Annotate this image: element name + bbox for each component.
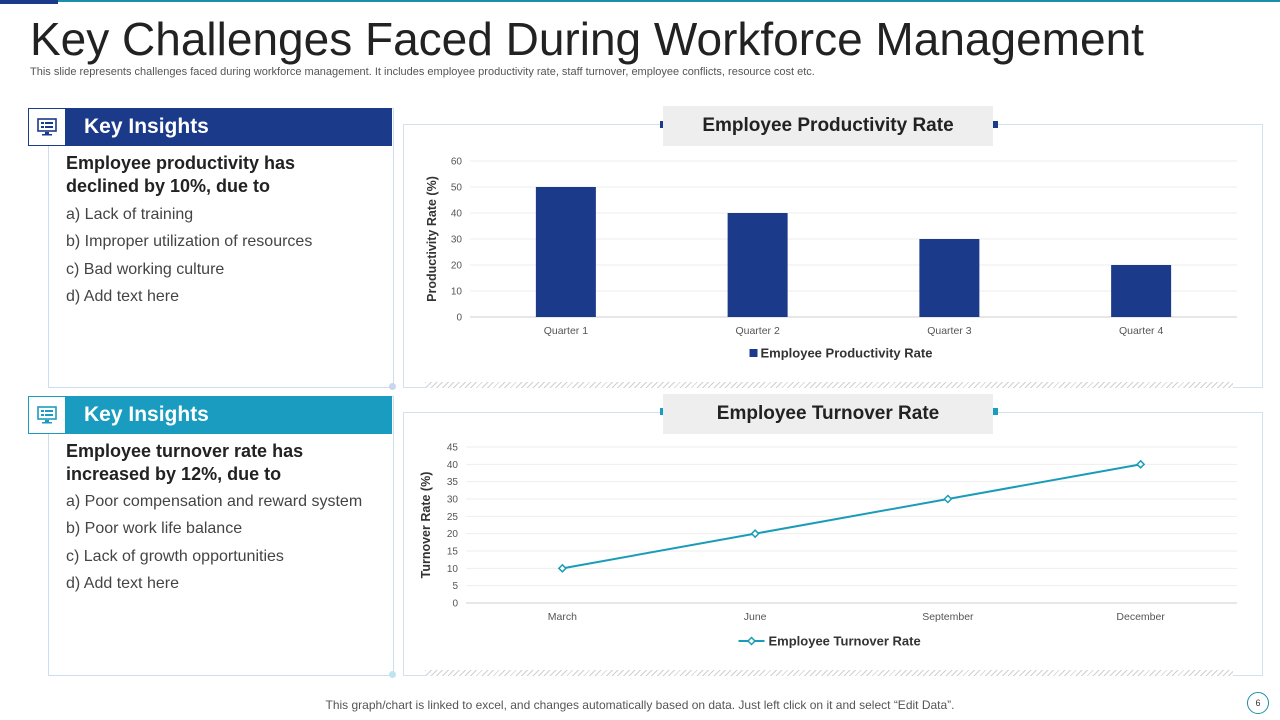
y-tick-label: 0: [456, 313, 462, 324]
y-tick-label: 0: [452, 599, 458, 610]
bar: [727, 213, 788, 317]
series-line: [562, 463, 1141, 570]
slide-subtitle: This slide represents challenges faced d…: [30, 66, 815, 78]
y-tick-label: 10: [447, 564, 459, 575]
x-tick-label: March: [548, 611, 577, 623]
y-tick-label: 30: [447, 495, 459, 506]
y-axis-label: Productivity Rate (%): [425, 176, 439, 302]
insight-heading-1: Employee productivity has declined by 10…: [66, 152, 295, 198]
x-tick-label: September: [922, 611, 974, 623]
list-item: c) Bad working culture: [66, 260, 225, 278]
connector-dot: [389, 671, 396, 678]
legend-marker: [749, 349, 758, 357]
legend-marker-point: [746, 636, 757, 646]
legend-label: Employee Turnover Rate: [769, 634, 921, 649]
legend-label: Employee Productivity Rate: [761, 346, 933, 361]
y-tick-label: 60: [451, 157, 463, 168]
y-tick-label: 20: [451, 261, 463, 272]
slide-title: Key Challenges Faced During Workforce Ma…: [30, 13, 1144, 65]
x-tick-label: June: [744, 611, 767, 623]
title-marker: [991, 408, 998, 415]
insight-header-label: Key Insights: [84, 115, 209, 138]
top-rule: [0, 0, 1280, 2]
list-item: b) Improper utilization of resources: [66, 233, 313, 251]
insight-header-2: Key Insights: [28, 396, 392, 434]
insight-icon-box-2: [28, 396, 66, 434]
list-item: b) Poor work life balance: [66, 520, 243, 538]
chart-shadow: [425, 382, 1233, 388]
insight-heading-2: Employee turnover rate has increased by …: [66, 440, 303, 486]
y-tick-label: 35: [447, 477, 459, 488]
y-tick-label: 40: [447, 460, 459, 471]
insight-header-label: Key Insights: [84, 403, 209, 426]
x-tick-label: Quarter 4: [1119, 325, 1164, 337]
data-point: [1136, 459, 1146, 469]
list-item: a) Lack of training: [66, 206, 194, 223]
data-point: [557, 563, 567, 573]
y-tick-label: 40: [451, 209, 463, 220]
y-tick-label: 25: [447, 512, 459, 523]
page-number: 6: [1247, 692, 1269, 714]
y-tick-label: 5: [452, 581, 458, 592]
y-tick-label: 30: [451, 235, 463, 246]
insight-heading-line: declined by 10%, due to: [66, 176, 271, 196]
monitor-icon: [37, 406, 57, 424]
y-tick-label: 50: [451, 183, 463, 194]
list-item: d) Add text here: [66, 574, 179, 592]
insight-heading-line: Employee productivity has: [66, 153, 296, 173]
x-tick-label: Quarter 1: [544, 325, 589, 337]
y-axis-label: Turnover Rate (%): [419, 472, 433, 579]
insight-heading-line: Employee turnover rate has: [66, 441, 304, 461]
y-tick-label: 45: [447, 443, 459, 454]
insight-header-1: Key Insights: [28, 108, 392, 146]
chart-title-text: Employee Productivity Rate: [702, 115, 954, 136]
insight-list-1: a) Lack of training b) Improper utilizat…: [66, 201, 312, 310]
y-tick-label: 20: [447, 529, 459, 540]
x-tick-label: Quarter 2: [735, 325, 780, 337]
insight-heading-line: increased by 12%, due to: [66, 464, 282, 484]
list-item: a) Poor compensation and reward system: [66, 493, 363, 510]
monitor-icon: [37, 118, 57, 136]
chart-title-text: Employee Turnover Rate: [716, 403, 940, 424]
bar: [1111, 265, 1172, 317]
chart-shadow: [425, 670, 1233, 676]
productivity-chart-title: Employee Productivity Rate: [663, 106, 993, 146]
y-tick-label: 15: [447, 547, 459, 558]
top-accent: [0, 0, 58, 4]
connector-dot: [389, 383, 396, 390]
insight-list-2: a) Poor compensation and reward system b…: [66, 488, 362, 597]
list-item: c) Lack of growth opportunities: [66, 547, 284, 565]
turnover-chart-title: Employee Turnover Rate: [663, 394, 993, 434]
bar: [535, 187, 596, 317]
data-point: [943, 494, 953, 504]
page-number-text: 6: [1255, 698, 1261, 708]
list-item: d) Add text here: [66, 287, 179, 305]
footer-note: This graph/chart is linked to excel, and…: [325, 698, 955, 712]
title-marker: [991, 121, 998, 128]
x-tick-label: Quarter 3: [927, 325, 972, 337]
insight-icon-box-1: [28, 108, 66, 146]
x-tick-label: December: [1116, 611, 1165, 623]
data-point: [750, 529, 760, 539]
y-tick-label: 10: [451, 287, 463, 298]
bar: [919, 239, 980, 317]
